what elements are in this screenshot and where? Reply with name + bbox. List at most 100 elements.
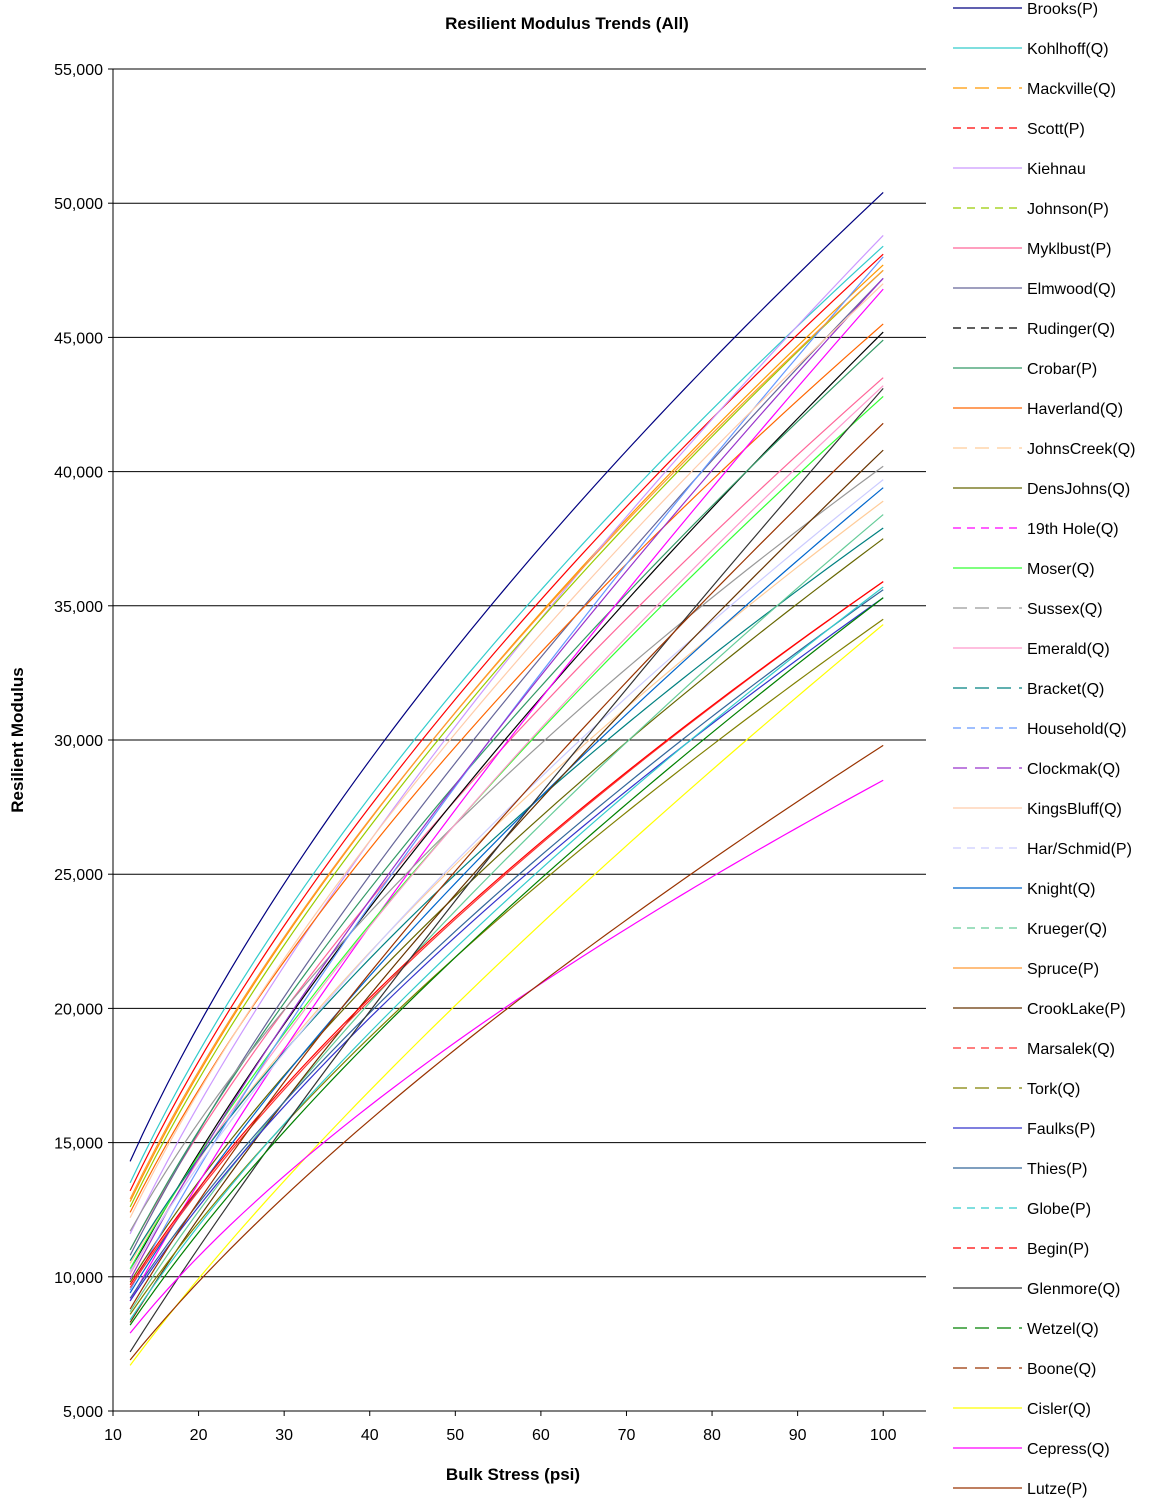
legend-label-knight-q: Knight(Q) — [1027, 881, 1095, 898]
series-line-lutze-p — [129, 744, 884, 1361]
legend-label-emerald-q: Emerald(Q) — [1027, 641, 1110, 658]
legend-label-myklbust-p: Myklbust(P) — [1027, 241, 1111, 258]
legend-label-brooks-p: Brooks(P) — [1027, 1, 1098, 18]
series-line-krueger-q — [129, 514, 884, 1313]
series-line-cisler-q — [129, 624, 884, 1366]
x-tick-label: 70 — [618, 1427, 636, 1444]
legend-label-bracket-q: Bracket(Q) — [1027, 681, 1104, 698]
series-line-brooks-p — [129, 192, 884, 1162]
x-tick-label: 10 — [104, 1427, 122, 1444]
series-lines — [129, 192, 884, 1366]
y-tick-label: 50,000 — [54, 196, 103, 213]
legend-label-19th-hole-q: 19th Hole(Q) — [1027, 521, 1119, 538]
legend-label-sussex-q: Sussex(Q) — [1027, 601, 1103, 618]
legend-label-marsalek-q: Marsalek(Q) — [1027, 1041, 1115, 1058]
series-line-glenmore-q — [129, 388, 884, 1353]
series-line-johnscreek-q — [129, 500, 884, 1264]
x-tick-labels: 10 20 30 40 50 60 70 80 90 100 — [104, 1411, 897, 1444]
x-axis-label: Bulk Stress (psi) — [446, 1465, 580, 1484]
legend-label-har-schmid-p: Har/Schmid(P) — [1027, 841, 1132, 858]
y-tick-label: 15,000 — [54, 1136, 103, 1153]
legend-label-kingsbluff-q: KingsBluff(Q) — [1027, 801, 1122, 818]
x-tick-label: 20 — [190, 1427, 208, 1444]
legend-label-globe-p: Globe(P) — [1027, 1201, 1091, 1218]
series-line-clockmak-q — [129, 277, 884, 1280]
x-tick-label: 60 — [532, 1427, 550, 1444]
series-line-cepress-q — [129, 779, 884, 1334]
x-tick-label: 40 — [361, 1427, 379, 1444]
legend-label-clockmak-q: Clockmak(Q) — [1027, 761, 1120, 778]
x-tick-label: 80 — [703, 1427, 721, 1444]
legend-label-crooklake-p: CrookLake(P) — [1027, 1001, 1126, 1018]
legend-label-haverland-q: Haverland(Q) — [1027, 401, 1123, 418]
legend-label-crobar-p: Crobar(P) — [1027, 361, 1097, 378]
legend-label-faulks-p: Faulks(P) — [1027, 1121, 1095, 1138]
series-line-myklbust-p — [129, 377, 884, 1251]
series-line-wetzel-q — [129, 597, 884, 1326]
y-tick-label: 30,000 — [54, 733, 103, 750]
legend-label-begin-p: Begin(P) — [1027, 1241, 1089, 1258]
legend-label-wetzel-q: Wetzel(Q) — [1027, 1321, 1099, 1338]
series-line-johnson-p — [129, 269, 884, 1208]
series-line-crobar-p — [129, 339, 884, 1251]
series-line-bracket-q — [129, 527, 884, 1262]
y-tick-labels: 5,000 10,000 15,000 20,000 25,000 30,000 35,00… — [54, 62, 113, 1421]
x-tick-label: 100 — [870, 1427, 897, 1444]
y-tick-label: 25,000 — [54, 867, 103, 884]
y-axis-label: Resilient Modulus — [8, 667, 27, 812]
series-line-household-q — [129, 256, 884, 1291]
series-line-haverland-q — [129, 323, 884, 1213]
series-line-thies-p — [129, 589, 884, 1299]
legend-label-cepress-q: Cepress(Q) — [1027, 1441, 1110, 1458]
legend-label-mackville-q: Mackville(Q) — [1027, 81, 1116, 98]
legend-label-household-q: Household(Q) — [1027, 721, 1127, 738]
x-tick-label: 90 — [789, 1427, 807, 1444]
series-line-tork-q — [129, 618, 884, 1315]
series-line-boone-q — [129, 422, 884, 1310]
legend-label-krueger-q: Krueger(Q) — [1027, 921, 1107, 938]
y-tick-label: 20,000 — [54, 1001, 103, 1018]
series-line-19th-hole-q — [129, 288, 884, 1302]
series-line-crooklake-p — [129, 449, 884, 1323]
series-line-moser-q — [129, 396, 884, 1270]
legend-label-elmwood-q: Elmwood(Q) — [1027, 281, 1116, 298]
y-tick-label: 10,000 — [54, 1270, 103, 1287]
series-line-rudinger-q — [129, 331, 884, 1272]
legend-label-johnson-p: Johnson(P) — [1027, 201, 1109, 218]
legend-label-johnscreek-q: JohnsCreek(Q) — [1027, 441, 1135, 458]
legend-label-boone-q: Boone(Q) — [1027, 1361, 1096, 1378]
x-tick-label: 30 — [275, 1427, 293, 1444]
series-line-faulks-p — [129, 597, 884, 1302]
series-line-begin-p — [129, 581, 884, 1286]
series-line-globe-p — [129, 586, 884, 1321]
series-line-kingsbluff-q — [129, 283, 884, 1219]
legend-label-lutze-p: Lutze(P) — [1027, 1481, 1087, 1498]
legend-label-cisler-q: Cisler(Q) — [1027, 1401, 1091, 1418]
series-line-densjohns-q — [129, 538, 884, 1283]
series-line-har-schmid-p — [129, 479, 884, 1272]
y-tick-label: 45,000 — [54, 330, 103, 347]
series-line-spruce-p — [129, 269, 884, 1200]
legend-label-spruce-p: Spruce(P) — [1027, 961, 1099, 978]
legend-label-tork-q: Tork(Q) — [1027, 1081, 1080, 1098]
series-line-knight-q — [129, 487, 884, 1294]
series-line-elmwood-q — [129, 277, 884, 1256]
y-tick-label: 55,000 — [54, 62, 103, 79]
series-line-kiehnau — [129, 234, 884, 1235]
series-line-scott-p — [129, 253, 884, 1192]
series-line-sussex-q — [129, 465, 884, 1232]
series-line-marsalek-q — [129, 581, 884, 1288]
legend-label-moser-q: Moser(Q) — [1027, 561, 1095, 578]
legend-label-rudinger-q: Rudinger(Q) — [1027, 321, 1115, 338]
legend-label-kiehnau: Kiehnau — [1027, 161, 1086, 178]
y-tick-label: 35,000 — [54, 599, 103, 616]
legend-label-densjohns-q: DensJohns(Q) — [1027, 481, 1130, 498]
legend-label-glenmore-q: Glenmore(Q) — [1027, 1281, 1120, 1298]
y-tick-label: 40,000 — [54, 465, 103, 482]
legend-label-kohlhoff-q: Kohlhoff(Q) — [1027, 41, 1109, 58]
legend-label-scott-p: Scott(P) — [1027, 121, 1085, 138]
legend-label-thies-p: Thies(P) — [1027, 1161, 1087, 1178]
chart-title: Resilient Modulus Trends (All) — [445, 14, 689, 33]
y-tick-label: 5,000 — [63, 1404, 103, 1421]
